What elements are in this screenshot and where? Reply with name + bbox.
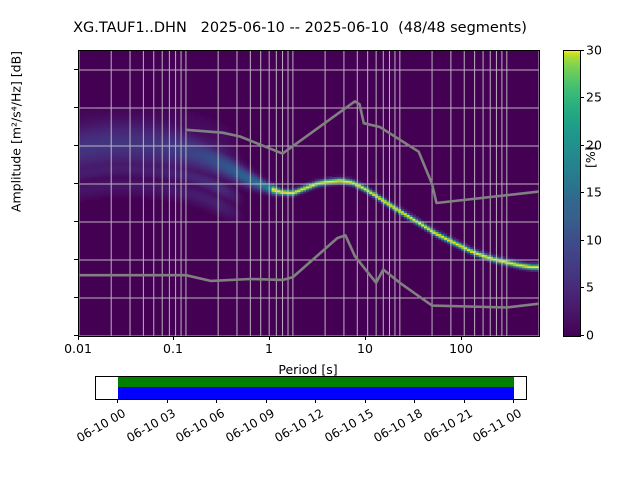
y-tick-mark <box>74 183 78 184</box>
colorbar-tick-mark <box>580 145 584 146</box>
colorbar-tick-mark <box>580 192 584 193</box>
timeline-tick-mark <box>216 399 217 403</box>
y-tick-mark <box>74 145 78 146</box>
timeline-tick-mark <box>166 399 168 403</box>
x-tick-mark <box>461 336 462 340</box>
timeline-tick-mark <box>364 399 366 403</box>
colorbar-tick-mark <box>580 335 584 336</box>
colorbar-label: [%] <box>583 146 598 168</box>
x-tick-label: 100 <box>449 341 473 356</box>
timeline-tick-mark <box>414 399 415 403</box>
y-tick-mark <box>74 335 78 336</box>
colorbar-tick-label: 30 <box>586 42 602 58</box>
y-tick-mark <box>74 107 78 108</box>
x-tick-mark <box>173 336 174 340</box>
timeline-tick-mark <box>463 399 465 403</box>
ppsd-histogram <box>79 51 539 336</box>
colorbar-tick-mark <box>580 287 584 288</box>
y-tick-mark <box>74 69 78 70</box>
y-tick-mark <box>74 297 78 298</box>
colorbar-tick-mark <box>580 50 584 51</box>
x-tick-label: 0.1 <box>163 341 183 356</box>
x-tick-mark <box>78 336 79 340</box>
colorbar-tick-label: 25 <box>586 89 602 105</box>
grid-lines <box>79 51 539 336</box>
timeline-tick-mark <box>315 399 316 403</box>
colorbar <box>563 50 581 337</box>
x-tick-label: 10 <box>357 341 373 356</box>
colorbar-tick-mark <box>580 240 584 241</box>
timeline-tick-mark <box>117 399 118 403</box>
timeline-band-green <box>118 377 514 387</box>
timeline-band-blue <box>118 387 514 399</box>
colorbar-tick-mark <box>580 97 584 98</box>
timeline-coverage-axes <box>95 376 527 400</box>
x-tick-mark <box>365 336 366 340</box>
y-tick-mark <box>74 259 78 260</box>
y-tick-mark <box>74 221 78 222</box>
colorbar-tick-label: 0 <box>586 327 594 343</box>
x-tick-mark <box>269 336 270 340</box>
x-axis-label: Period [s] <box>278 362 338 377</box>
colorbar-tick-label: 10 <box>586 232 602 248</box>
x-tick-label: 0.01 <box>64 341 92 356</box>
noise-model-curves <box>79 100 539 309</box>
colorbar-tick-label: 5 <box>586 279 594 295</box>
x-tick-label: 1 <box>265 341 273 356</box>
colorbar-tick-label: 15 <box>586 184 602 200</box>
timeline-tick-mark <box>265 399 267 403</box>
timeline-tick-mark <box>513 399 514 403</box>
colorbar-tick-label: 20 <box>586 137 602 153</box>
y-axis-label: Amplitude [m²/s⁴/Hz] [dB] <box>8 50 24 213</box>
page-title: XG.TAUF1..DHN 2025-06-10 -- 2025-06-10 (… <box>73 20 527 36</box>
ppsd-plot-area <box>78 50 540 337</box>
histogram-cells <box>79 106 539 272</box>
